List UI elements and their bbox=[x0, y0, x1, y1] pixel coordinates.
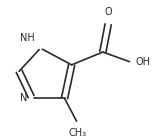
Text: N: N bbox=[20, 93, 28, 103]
Text: CH₃: CH₃ bbox=[68, 128, 86, 138]
Text: OH: OH bbox=[136, 57, 150, 67]
Text: O: O bbox=[105, 7, 112, 17]
Text: NH: NH bbox=[20, 33, 35, 43]
